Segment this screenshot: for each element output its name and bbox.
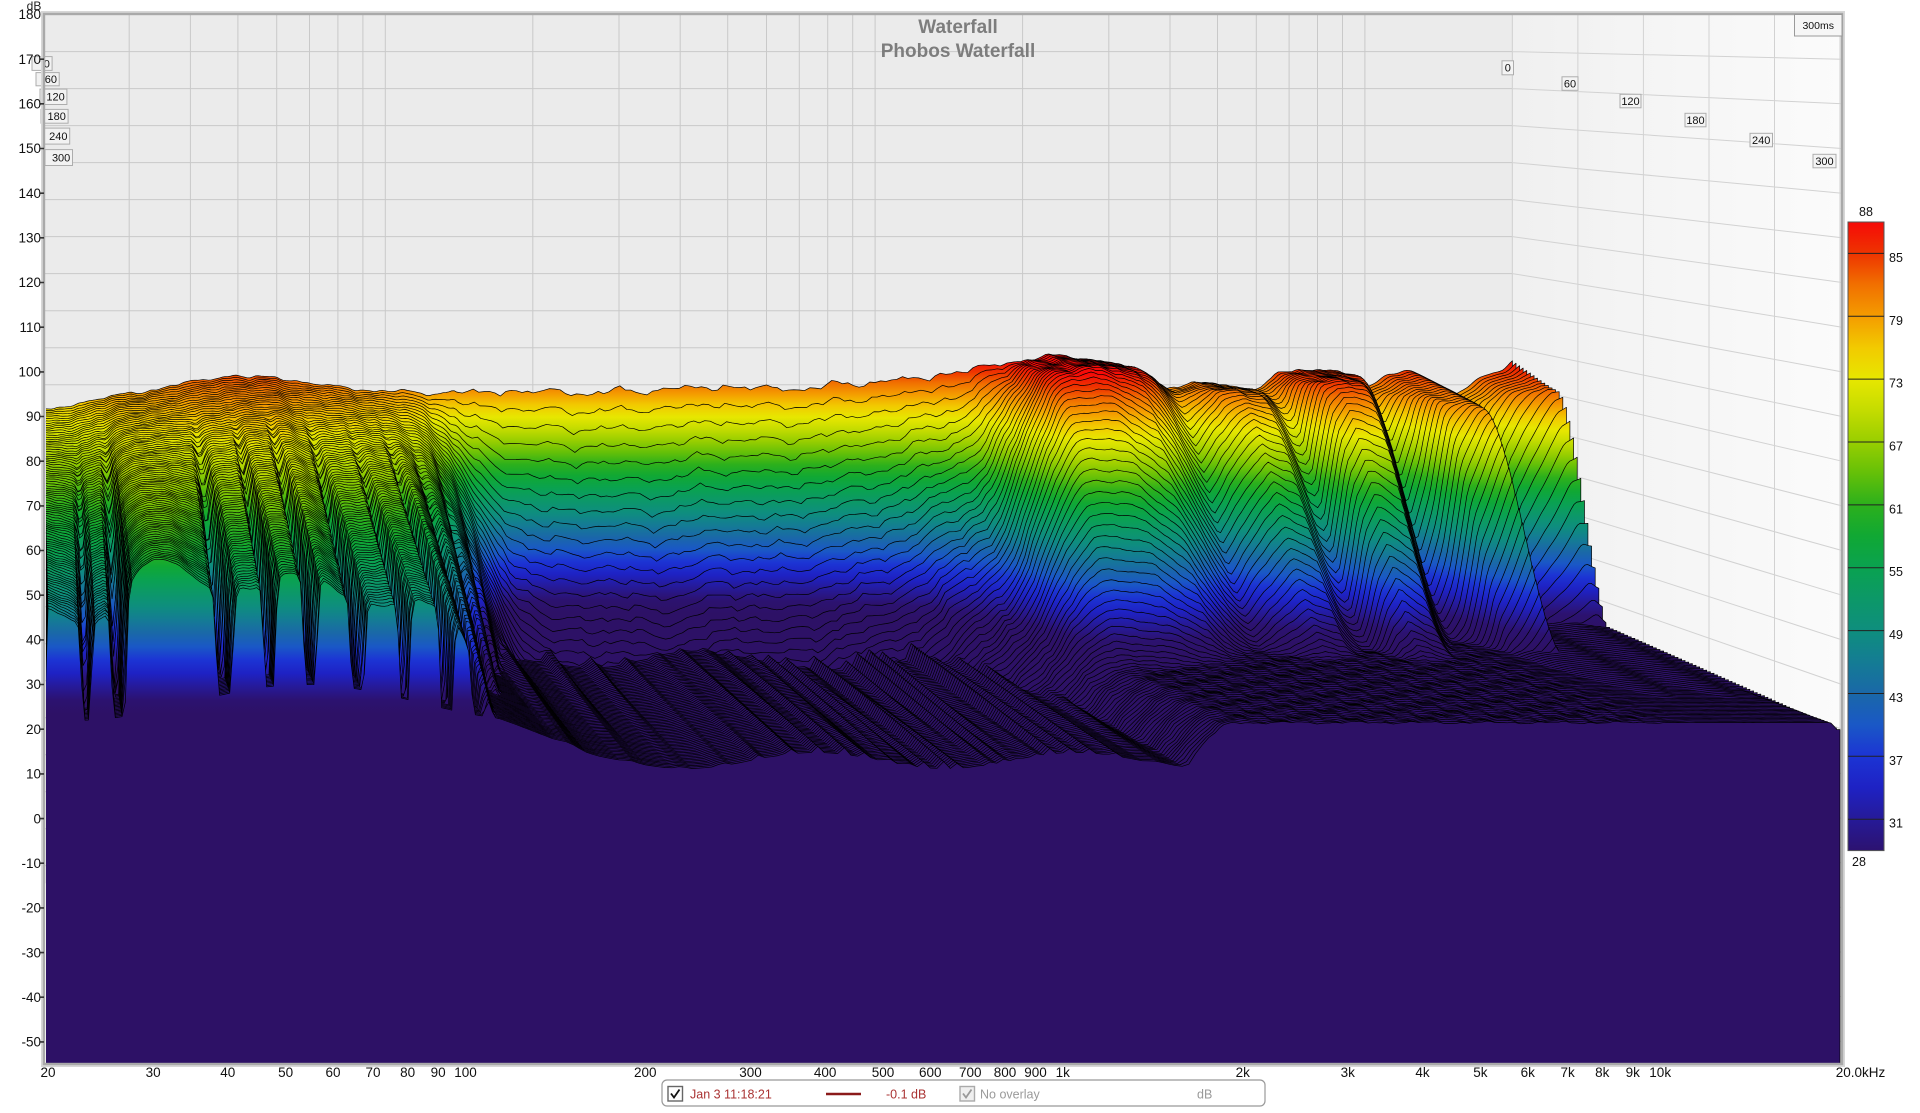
svg-text:3k: 3k	[1341, 1065, 1356, 1080]
svg-text:30: 30	[26, 677, 41, 692]
svg-text:800: 800	[994, 1065, 1017, 1080]
svg-text:6k: 6k	[1521, 1065, 1536, 1080]
svg-text:70: 70	[26, 499, 41, 514]
svg-text:100: 100	[454, 1065, 477, 1080]
svg-text:Waterfall: Waterfall	[918, 17, 998, 38]
svg-text:170: 170	[18, 52, 41, 67]
svg-text:85: 85	[1889, 251, 1903, 265]
svg-text:2k: 2k	[1236, 1065, 1251, 1080]
svg-text:300: 300	[739, 1065, 762, 1080]
svg-text:Jan 3 11:18:21: Jan 3 11:18:21	[690, 1088, 772, 1102]
svg-text:80: 80	[400, 1065, 415, 1080]
svg-text:37: 37	[1889, 754, 1903, 768]
svg-text:10: 10	[26, 767, 41, 782]
svg-text:120: 120	[46, 92, 64, 104]
svg-text:300ms: 300ms	[1802, 20, 1834, 32]
svg-text:160: 160	[18, 97, 41, 112]
svg-text:500: 500	[872, 1065, 895, 1080]
svg-text:dB: dB	[27, 0, 42, 13]
svg-text:300: 300	[1815, 156, 1833, 168]
svg-text:20.0kHz: 20.0kHz	[1836, 1065, 1886, 1080]
svg-text:5k: 5k	[1473, 1065, 1488, 1080]
svg-text:-0.1 dB: -0.1 dB	[886, 1088, 926, 1102]
svg-text:60: 60	[325, 1065, 340, 1080]
svg-text:67: 67	[1889, 440, 1903, 454]
svg-text:120: 120	[1621, 96, 1639, 108]
svg-text:-20: -20	[21, 901, 41, 916]
svg-text:240: 240	[49, 131, 67, 143]
svg-text:0: 0	[33, 811, 41, 826]
svg-text:1k: 1k	[1056, 1065, 1071, 1080]
svg-text:20: 20	[40, 1065, 55, 1080]
svg-text:130: 130	[18, 231, 41, 246]
svg-text:-40: -40	[21, 990, 41, 1005]
svg-text:90: 90	[431, 1065, 446, 1080]
svg-text:110: 110	[19, 320, 41, 335]
svg-text:9k: 9k	[1626, 1065, 1641, 1080]
svg-text:600: 600	[919, 1065, 942, 1080]
svg-text:-10: -10	[21, 856, 41, 871]
svg-text:80: 80	[26, 454, 41, 469]
svg-text:10k: 10k	[1649, 1065, 1671, 1080]
svg-text:dB: dB	[1197, 1088, 1212, 1102]
svg-text:40: 40	[26, 633, 41, 648]
svg-text:88: 88	[1859, 205, 1873, 219]
svg-text:Phobos Waterfall: Phobos Waterfall	[881, 41, 1035, 62]
svg-text:7k: 7k	[1560, 1065, 1575, 1080]
svg-text:60: 60	[45, 74, 57, 86]
svg-text:70: 70	[365, 1065, 380, 1080]
svg-text:60: 60	[26, 543, 41, 558]
svg-text:8k: 8k	[1595, 1065, 1610, 1080]
svg-text:180: 180	[1686, 115, 1704, 127]
svg-text:40: 40	[220, 1065, 235, 1080]
svg-text:150: 150	[18, 141, 41, 156]
svg-text:79: 79	[1889, 314, 1903, 328]
svg-text:20: 20	[26, 722, 41, 737]
svg-text:No overlay: No overlay	[980, 1088, 1040, 1102]
svg-text:180: 180	[18, 7, 41, 22]
svg-text:200: 200	[634, 1065, 657, 1080]
svg-text:900: 900	[1024, 1065, 1047, 1080]
svg-text:300: 300	[52, 153, 70, 165]
svg-text:60: 60	[1564, 79, 1576, 91]
svg-text:700: 700	[959, 1065, 982, 1080]
svg-text:49: 49	[1889, 628, 1903, 642]
svg-text:100: 100	[18, 365, 41, 380]
svg-text:180: 180	[48, 111, 66, 123]
svg-text:50: 50	[26, 588, 41, 603]
svg-text:120: 120	[18, 275, 41, 290]
svg-text:4k: 4k	[1415, 1065, 1430, 1080]
svg-text:28: 28	[1852, 855, 1866, 869]
svg-text:0: 0	[1505, 63, 1511, 75]
svg-text:90: 90	[26, 409, 41, 424]
svg-text:55: 55	[1889, 565, 1903, 579]
svg-text:30: 30	[146, 1065, 161, 1080]
svg-text:240: 240	[1752, 135, 1770, 147]
svg-text:31: 31	[1889, 817, 1903, 831]
svg-text:50: 50	[278, 1065, 293, 1080]
svg-text:43: 43	[1889, 691, 1903, 705]
svg-text:-50: -50	[21, 1035, 41, 1050]
svg-text:61: 61	[1889, 502, 1903, 516]
svg-text:-30: -30	[21, 945, 41, 960]
svg-text:400: 400	[814, 1065, 837, 1080]
svg-text:0: 0	[44, 58, 50, 70]
svg-text:140: 140	[18, 186, 41, 201]
svg-text:73: 73	[1889, 377, 1903, 391]
